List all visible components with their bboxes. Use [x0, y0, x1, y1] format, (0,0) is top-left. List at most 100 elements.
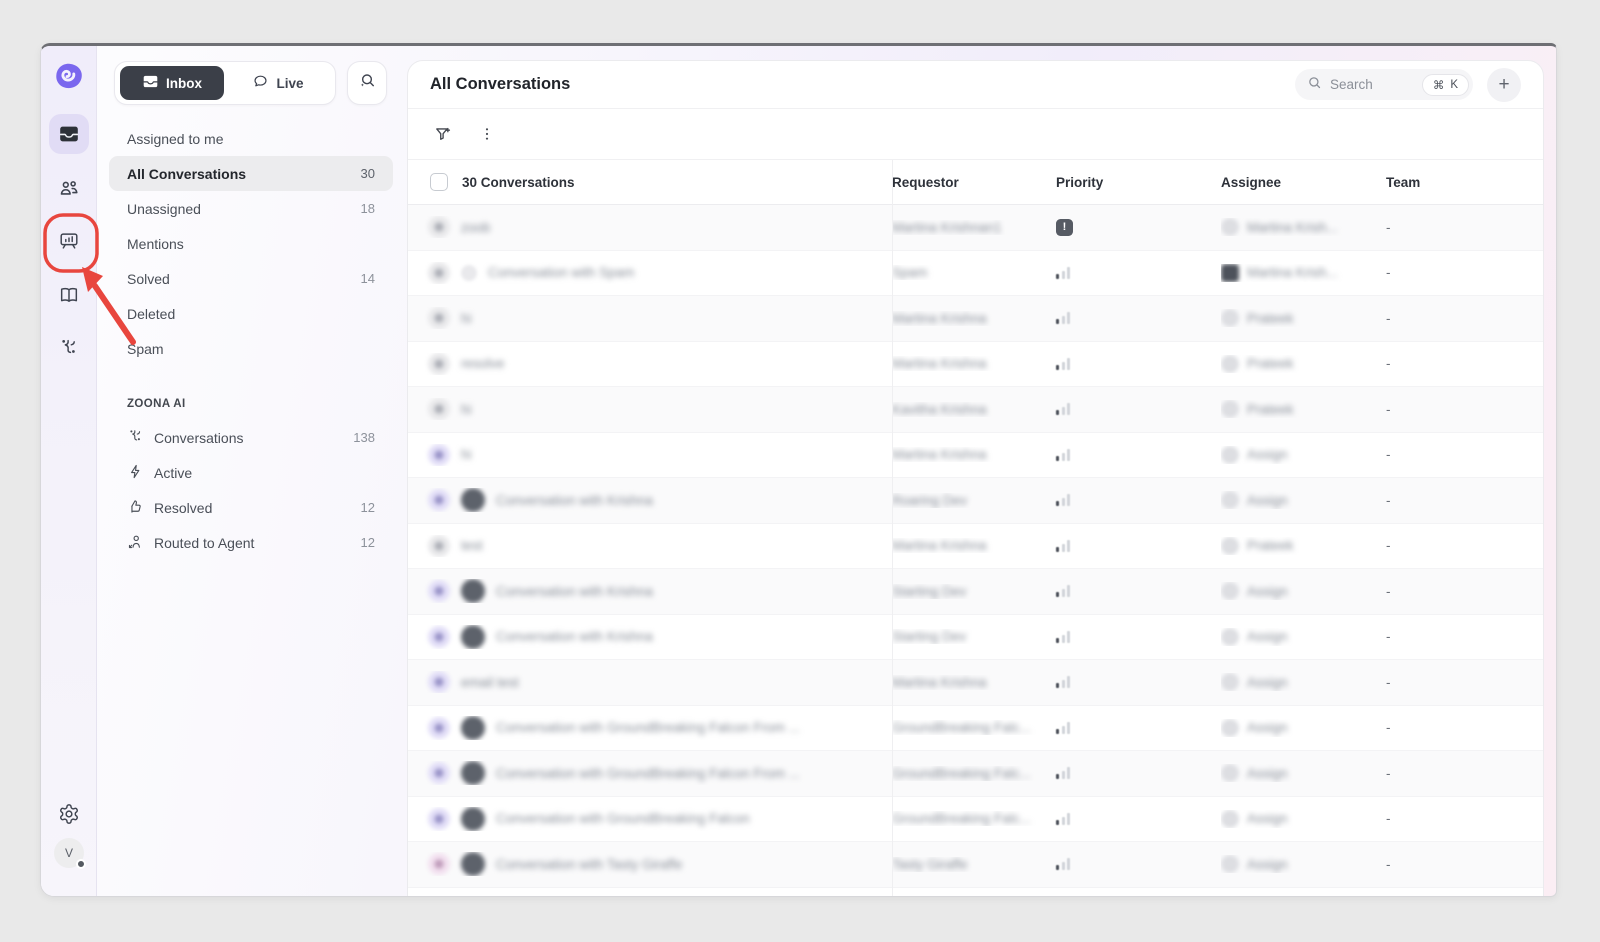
requestor-cell: GroundBreaking Falc...	[892, 720, 1056, 735]
sidebar-item-count: 14	[360, 271, 375, 286]
thumbs-up-icon	[127, 498, 144, 518]
rail-knowledge-base-button[interactable]	[49, 275, 89, 315]
requestor-cell: Martina Krishna	[892, 356, 1056, 371]
table-row[interactable]: Conversation with GroundBreaking Falcon …	[408, 751, 1543, 797]
conversation-list: zoob Martina Krishnan1! Martina Krish... - C…	[408, 205, 1543, 888]
search-box[interactable]: ⌘K	[1295, 69, 1473, 100]
sidebar-item-spam[interactable]: Spam	[109, 331, 393, 366]
zoona-item-active[interactable]: Active	[109, 455, 393, 490]
search-input[interactable]	[1330, 77, 1414, 92]
conversation-cell: Conversation with Krishna	[408, 624, 892, 649]
assignee-cell: Prateek	[1221, 400, 1386, 419]
user-avatar[interactable]: V	[54, 838, 86, 869]
table-row[interactable]: email test Martina Krishna Assign -	[408, 660, 1543, 706]
more-options-button[interactable]	[479, 126, 495, 142]
sidebar-item-label: Mentions	[127, 235, 184, 252]
zoona-item-resolved[interactable]: Resolved 12	[109, 490, 393, 525]
assignee-avatar	[1221, 582, 1239, 601]
requestor-name: GroundBreaking Falc...	[892, 811, 1031, 827]
sidebar-item-label: Solved	[127, 270, 170, 287]
sidebar-item-assigned-to-me[interactable]: Assigned to me	[109, 121, 393, 156]
assignee-name: Prateek	[1247, 356, 1294, 372]
priority-urgent-icon: !	[1056, 218, 1073, 236]
conversation-cell: test	[408, 534, 892, 557]
new-conversation-button[interactable]: +	[1487, 67, 1521, 102]
conversation-cell: Conversation with Tasty Giraffe	[408, 852, 892, 877]
requestor-cell: Roaring Dev	[892, 493, 1056, 508]
table-row[interactable]: hi Martina Krishna Assign -	[408, 433, 1543, 478]
requestor-cell: Martina Krishnan1	[892, 220, 1056, 235]
assignee-avatar	[1221, 855, 1239, 874]
priority-low-icon	[1056, 266, 1221, 279]
requestor-name: Spam	[892, 265, 928, 281]
assignee-name: Assign	[1247, 447, 1288, 463]
rail-ai-button[interactable]	[49, 328, 89, 368]
sidebar-item-solved[interactable]: Solved 14	[109, 261, 393, 296]
assignee-name: Prateek	[1247, 310, 1294, 326]
table-row[interactable]: zoob Martina Krishnan1! Martina Krish... -	[408, 205, 1543, 251]
list-toolbar	[408, 109, 1543, 160]
team-cell: -	[1386, 674, 1391, 690]
sidebar-item-unassigned[interactable]: Unassigned 18	[109, 191, 393, 226]
sidebar-item-deleted[interactable]: Deleted	[109, 296, 393, 331]
priority-low-icon	[1056, 357, 1221, 370]
priority-cell	[1056, 630, 1221, 643]
conversation-cell: hi	[408, 307, 892, 330]
tab-live[interactable]: Live	[226, 66, 330, 100]
assignee-cell: Prateek	[1221, 536, 1386, 555]
table-row[interactable]: Conversation with Tasty Giraffe Tasty Gir…	[408, 842, 1543, 888]
table-row[interactable]: Conversation with Krishna Roaring Dev Assi…	[408, 478, 1543, 524]
requestor-name: Martina Krishnan1	[892, 219, 1002, 235]
search-icon	[1307, 75, 1322, 95]
contact-photo	[461, 806, 485, 831]
table-row[interactable]: Conversation with Krishna Starting Dev Ass…	[408, 569, 1543, 615]
requestor-name: GroundBreaking Falc...	[892, 765, 1031, 781]
settings-button[interactable]	[49, 794, 89, 834]
priority-low-icon	[1056, 676, 1221, 689]
priority-low-icon	[1056, 494, 1221, 507]
sidebar-item-all-conversations[interactable]: All Conversations 30	[109, 156, 393, 191]
conversation-title: Conversation with GroundBreaking Falcon …	[496, 765, 800, 781]
zoona-item-routed-to-agent[interactable]: Routed to Agent 12	[109, 525, 393, 560]
zoona-ai-list: Conversations 138 Active Resolved 12 Routed t…	[109, 420, 393, 560]
tab-inbox[interactable]: Inbox	[120, 66, 224, 100]
zoona-item-conversations[interactable]: Conversations 138	[109, 420, 393, 455]
assignee-avatar	[1221, 673, 1239, 692]
rail-contacts-button[interactable]	[49, 168, 89, 208]
table-row[interactable]: test Martina Krishna Prateek -	[408, 524, 1543, 569]
requestor-name: Tasty Giraffe	[892, 856, 968, 872]
inbox-live-tabbar: Inbox Live	[114, 61, 336, 105]
conversation-avatar	[428, 216, 450, 239]
assignee-name: Prateek	[1247, 401, 1294, 417]
conversation-search-button[interactable]	[347, 61, 387, 105]
sidebar-item-mentions[interactable]: Mentions	[109, 226, 393, 261]
table-row[interactable]: resolve Martina Krishna Prateek -	[408, 342, 1543, 387]
table-row[interactable]: Conversation with GroundBreaking Falcon …	[408, 706, 1543, 751]
search-sparkle-icon	[357, 71, 377, 96]
requestor-name: Martina Krishna	[892, 447, 987, 463]
assignee-name: Assign	[1247, 811, 1288, 827]
priority-cell: !	[1056, 218, 1221, 236]
table-row[interactable]: Conversation with Krishna Starting Dev Ass…	[408, 615, 1543, 660]
priority-low-icon	[1056, 767, 1221, 780]
assignee-cell: Assign	[1221, 445, 1386, 464]
rail-analytics-button[interactable]	[49, 221, 89, 261]
filter-add-button[interactable]	[434, 125, 453, 144]
conversation-avatar	[428, 807, 450, 830]
table-row[interactable]: hi Kavitha Krishna Prateek -	[408, 387, 1543, 433]
table-row[interactable]: Conversation with GroundBreaking Falcon G…	[408, 797, 1543, 842]
table-row[interactable]: Conversation with Spam Spam Martina Krish.…	[408, 251, 1543, 296]
requestor-cell: Tasty Giraffe	[892, 857, 1056, 872]
app-window: V Inbox	[40, 43, 1557, 897]
rail-inbox-button[interactable]	[49, 114, 89, 154]
requestor-cell: GroundBreaking Falc...	[892, 811, 1056, 826]
priority-low-icon	[1056, 539, 1221, 552]
conversation-cell: resolve	[408, 352, 892, 375]
select-all-checkbox[interactable]	[430, 173, 448, 191]
conversation-title: hi	[461, 310, 472, 326]
priority-cell	[1056, 448, 1221, 461]
team-cell: -	[1386, 265, 1391, 281]
assignee-cell: Martina Krish...	[1221, 263, 1386, 282]
table-row[interactable]: hi Martina Krishna Prateek -	[408, 296, 1543, 342]
inbox-icon	[58, 123, 80, 145]
